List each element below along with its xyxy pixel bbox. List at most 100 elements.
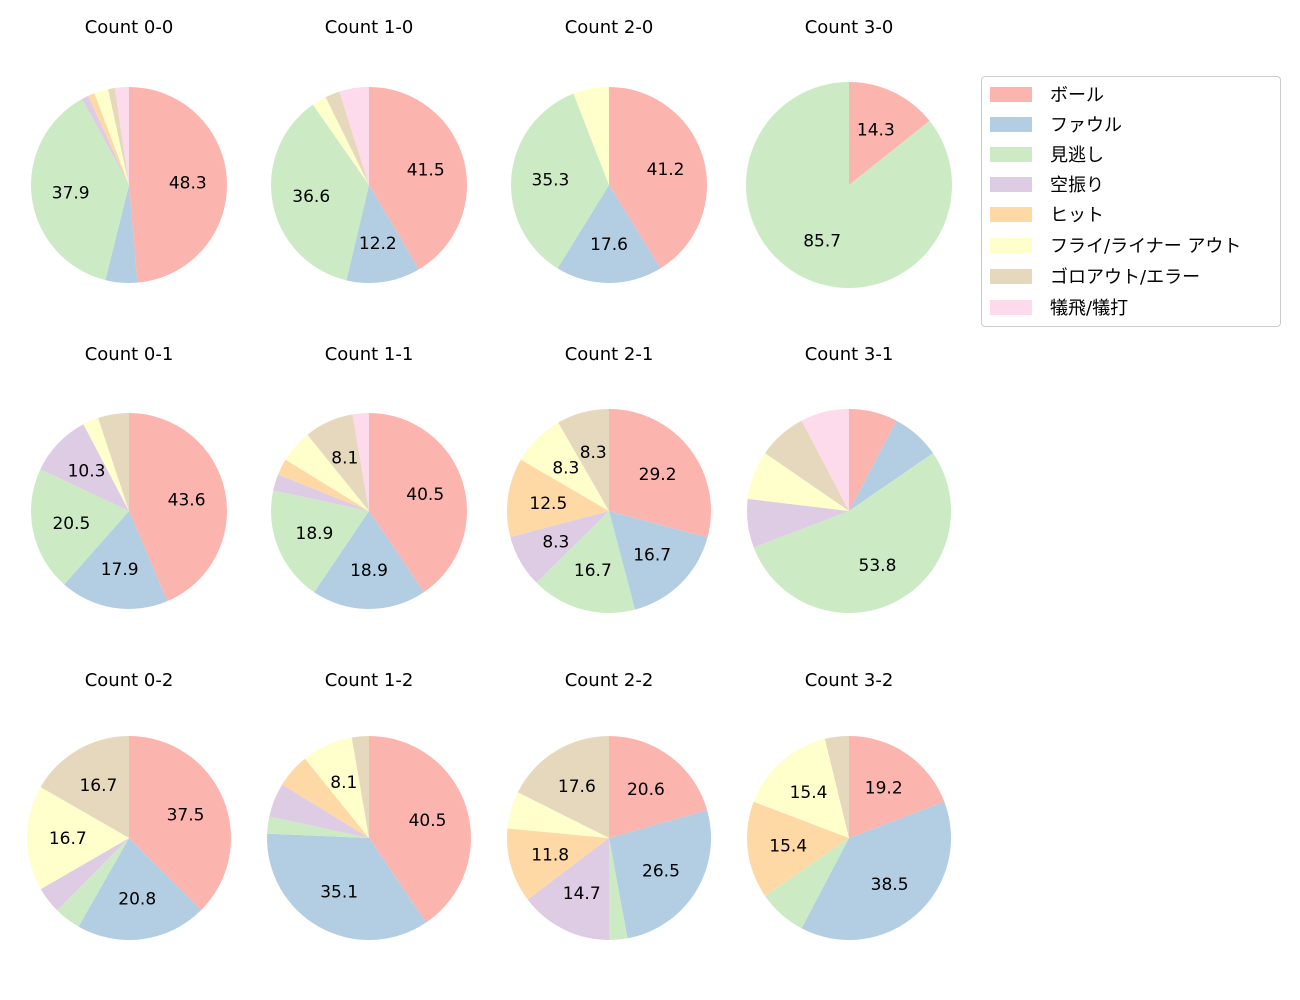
pie-slice xyxy=(824,736,849,838)
pie-slice xyxy=(40,838,129,911)
pie-slice xyxy=(369,87,467,270)
legend-item-swinging-strike: 空振り xyxy=(990,169,1104,199)
pie-slice xyxy=(507,828,609,900)
pie-slice xyxy=(271,490,369,593)
pie-slice xyxy=(129,413,228,602)
pie-title: Count 3-2 xyxy=(804,670,894,691)
pie-slice xyxy=(83,417,129,511)
slice-label: 18.9 xyxy=(350,561,388,581)
legend-item-ball: ボール xyxy=(990,79,1104,109)
pie-slice xyxy=(282,758,369,838)
slice-label: 40.5 xyxy=(406,485,444,505)
pie-title: Count 0-0 xyxy=(84,17,174,38)
pie-slice xyxy=(57,838,129,927)
pie-chart: 41.2 17.6 35.3 xyxy=(511,87,707,283)
pie-slice xyxy=(129,87,227,283)
pie-slice xyxy=(558,409,609,511)
legend-label: ゴロアウト/エラー xyxy=(1050,267,1201,288)
slice-label: 38.5 xyxy=(871,875,909,895)
legend-item-foul: ファウル xyxy=(990,109,1122,139)
legend-label: 犠飛/犠打 xyxy=(1050,298,1129,319)
slice-label: 37.5 xyxy=(167,806,205,826)
pie-slice xyxy=(278,459,369,511)
legend-swatch xyxy=(990,86,1032,102)
pie-slice xyxy=(609,810,711,939)
slice-label: 41.2 xyxy=(647,160,685,180)
legend-item-ground-out: ゴロアウト/エラー xyxy=(990,261,1200,291)
legend-swatch xyxy=(990,206,1032,222)
pie-chart: 53.8 xyxy=(747,409,951,613)
pie-slice xyxy=(609,511,708,610)
pie-title: Count 0-2 xyxy=(84,670,174,691)
pie-slice xyxy=(849,420,934,511)
slice-label: 29.2 xyxy=(639,465,677,485)
legend-label: ヒット xyxy=(1050,205,1104,226)
pie-slice xyxy=(369,736,471,923)
pie-slice xyxy=(31,98,129,281)
slice-label: 20.5 xyxy=(52,514,90,534)
legend-swatch xyxy=(990,116,1032,132)
pie-slice xyxy=(753,738,849,838)
pie-slice xyxy=(753,453,951,613)
slice-label: 85.7 xyxy=(803,232,841,252)
pie-chart: 14.3 85.7 xyxy=(746,82,952,288)
pie-slice xyxy=(339,87,369,185)
legend-item-fly-out: フライ/ライナー アウト xyxy=(990,230,1241,260)
pie-chart: 40.5 18.9 18.9 8.1 xyxy=(271,413,467,609)
slice-label: 36.6 xyxy=(292,187,330,207)
slice-label: 12.2 xyxy=(359,234,397,254)
pie-slice xyxy=(747,453,849,511)
legend-label: ボール xyxy=(1050,85,1104,106)
pie-slice xyxy=(609,838,628,940)
legend-item-sacrifice: 犠飛/犠打 xyxy=(990,292,1128,322)
legend-label: 空振り xyxy=(1050,175,1104,196)
pie-slice xyxy=(114,87,129,185)
pie-title: Count 2-1 xyxy=(564,344,654,365)
pie-slice xyxy=(325,91,369,185)
slice-label: 17.9 xyxy=(101,560,139,580)
pie-slice xyxy=(517,736,609,838)
pie-slice xyxy=(108,88,129,185)
pie-chart: 19.2 38.5 15.4 15.4 xyxy=(747,736,951,940)
slice-label: 41.5 xyxy=(407,160,445,180)
legend-item-hit: ヒット xyxy=(990,199,1104,229)
pie-slice xyxy=(747,801,849,896)
pie-slice xyxy=(26,787,130,890)
pie-slice xyxy=(273,474,369,511)
pie-slice xyxy=(94,89,129,185)
slice-label: 20.8 xyxy=(118,890,156,910)
slice-label: 11.8 xyxy=(531,846,569,866)
pie-slice xyxy=(609,87,707,269)
pie-slice xyxy=(105,185,138,283)
pie-chart: 41.5 12.2 36.6 xyxy=(271,87,467,283)
pie-slice xyxy=(801,801,951,940)
slice-label: 17.6 xyxy=(558,777,596,797)
slice-label: 8.3 xyxy=(580,443,607,463)
pie-slice xyxy=(304,737,369,838)
slice-label: 53.8 xyxy=(859,556,897,576)
slice-label: 16.7 xyxy=(574,561,612,581)
slice-label: 19.2 xyxy=(865,779,903,799)
pie-title: Count 1-1 xyxy=(324,344,414,365)
pie-slice xyxy=(314,511,424,609)
pie-title: Count 1-2 xyxy=(324,670,414,691)
slice-label: 15.4 xyxy=(790,783,828,803)
pie-chart: 20.6 26.5 14.7 11.8 17.6 xyxy=(507,736,711,940)
slice-label: 48.3 xyxy=(169,173,207,193)
legend-swatch xyxy=(990,299,1032,315)
pie-slice xyxy=(573,87,609,185)
pie-slice xyxy=(351,736,369,838)
slice-label: 8.1 xyxy=(330,773,357,793)
pie-slice xyxy=(764,838,849,929)
pie-title: Count 0-1 xyxy=(84,344,174,365)
pie-slice xyxy=(82,95,129,185)
pie-slice xyxy=(510,511,609,583)
slice-label: 37.9 xyxy=(52,184,90,204)
pie-chart: 48.3 37.9 xyxy=(31,87,227,283)
slice-label: 16.7 xyxy=(79,776,117,796)
pie-slice xyxy=(78,838,202,940)
slice-label: 8.3 xyxy=(552,459,579,479)
slice-label: 40.5 xyxy=(409,811,447,831)
slice-label: 20.6 xyxy=(627,780,665,800)
slice-label: 17.6 xyxy=(590,235,628,255)
